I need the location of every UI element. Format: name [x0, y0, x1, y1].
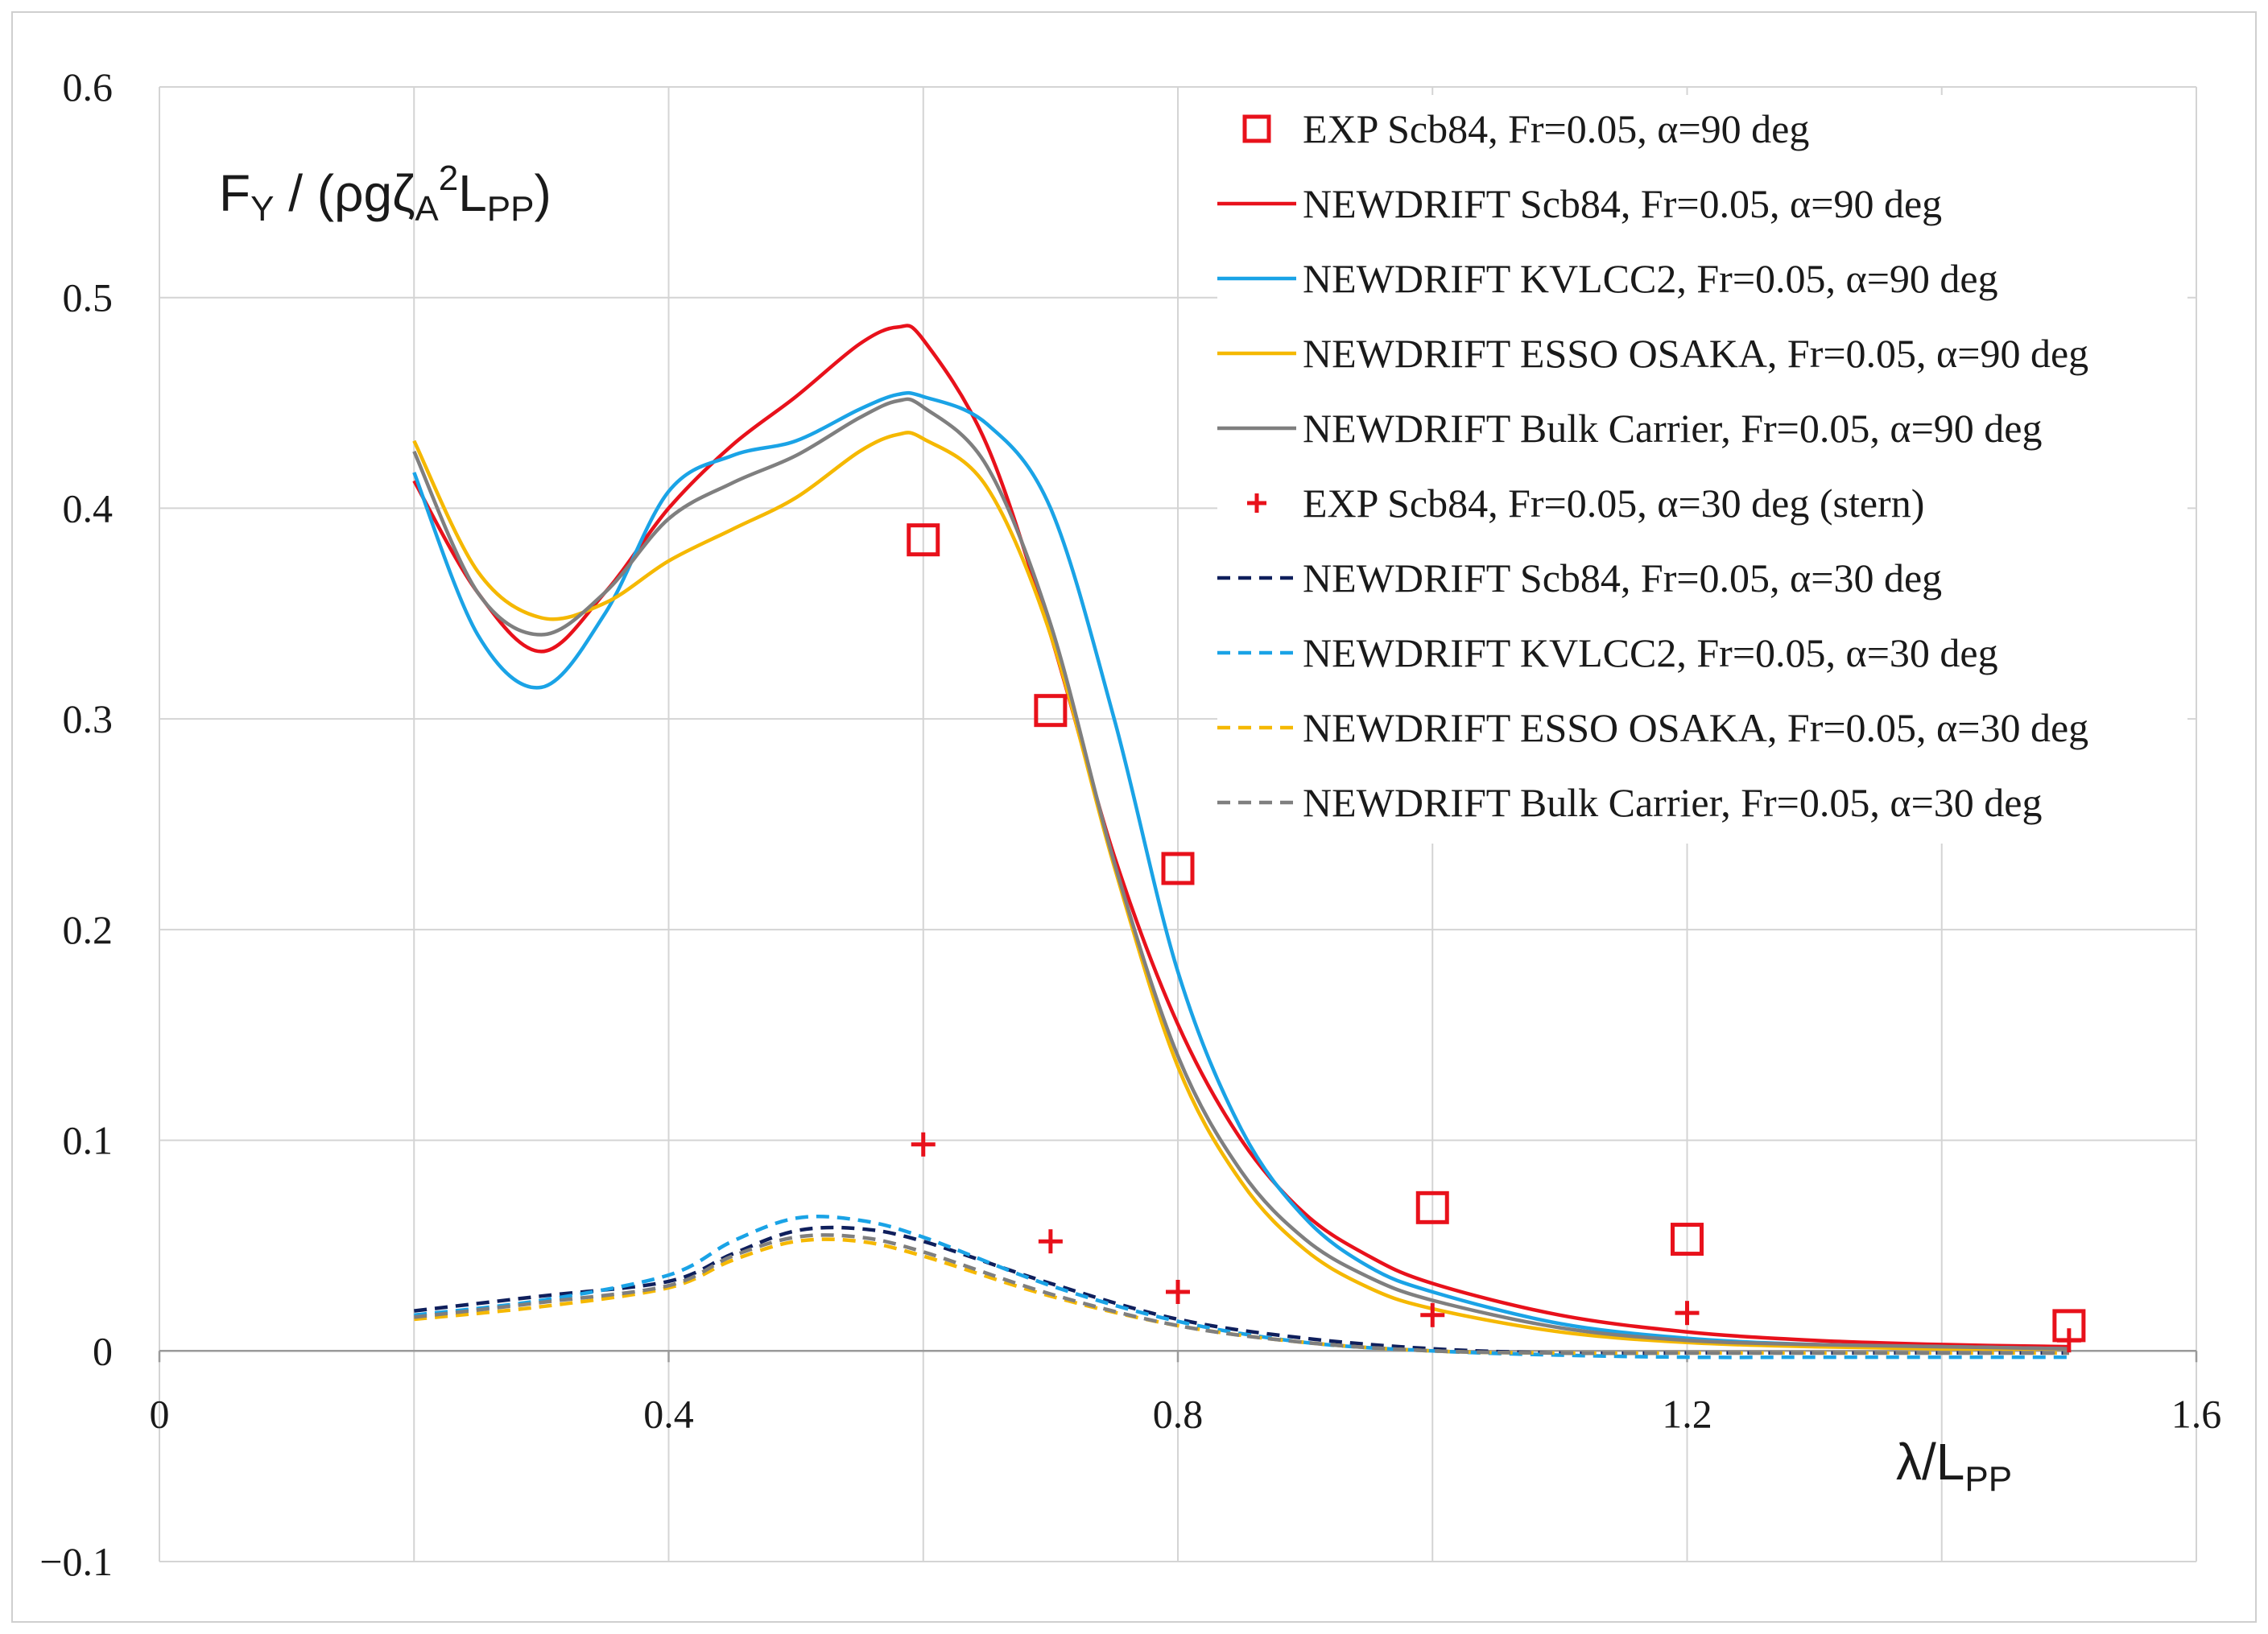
y-tick-label: 0.5: [63, 275, 114, 320]
legend-label: EXP Scb84, Fr=0.05, α=90 deg: [1303, 106, 1809, 151]
legend-item: NEWDRIFT ESSO OSAKA, Fr=0.05, α=90 deg: [1217, 331, 2088, 376]
legend-label: NEWDRIFT ESSO OSAKA, Fr=0.05, α=90 deg: [1303, 331, 2088, 376]
data-point-square: [1415, 1190, 1449, 1224]
data-point-plus: [1166, 1280, 1190, 1305]
y-tick-label: 0.3: [63, 696, 114, 741]
x-tick-label: 0: [150, 1391, 170, 1436]
legend-label: NEWDRIFT Scb84, Fr=0.05, α=30 deg: [1303, 555, 1942, 600]
legend-label: NEWDRIFT KVLCC2, Fr=0.05, α=90 deg: [1303, 256, 1998, 301]
data-point-plus: [911, 1132, 936, 1157]
series-line-dashed-1: [414, 1215, 2069, 1360]
data-point-square: [907, 523, 940, 557]
legend-item: NEWDRIFT Bulk Carrier, Fr=0.05, α=30 deg: [1217, 780, 2042, 825]
data-point-plus: [1420, 1302, 1445, 1327]
data-point-square: [1671, 1223, 1704, 1256]
x-axis-title: λ/LPP: [1896, 1433, 2012, 1499]
data-point-square: [1161, 852, 1195, 885]
x-tick-label: 1.2: [1662, 1391, 1712, 1436]
data-point-plus: [1675, 1301, 1700, 1326]
legend-label: NEWDRIFT Scb84, Fr=0.05, α=90 deg: [1303, 181, 1942, 226]
legend-item: NEWDRIFT KVLCC2, Fr=0.05, α=30 deg: [1217, 630, 1998, 675]
series-line-solid-1: [412, 390, 2069, 1351]
y-tick-label: 0: [93, 1328, 113, 1373]
legend-label: NEWDRIFT Bulk Carrier, Fr=0.05, α=30 deg: [1303, 780, 2042, 825]
legend-item: NEWDRIFT KVLCC2, Fr=0.05, α=90 deg: [1217, 256, 1998, 301]
legend-label: NEWDRIFT KVLCC2, Fr=0.05, α=30 deg: [1303, 630, 1998, 675]
series-layer: [412, 324, 2086, 1360]
legend: EXP Scb84, Fr=0.05, α=90 deg NEWDRIFT Scb…: [1217, 95, 2187, 844]
legend-item: NEWDRIFT Scb84, Fr=0.05, α=90 deg: [1217, 181, 1942, 226]
legend-label: NEWDRIFT ESSO OSAKA, Fr=0.05, α=30 deg: [1303, 705, 2088, 750]
y-tick-label: −0.1: [39, 1539, 113, 1584]
legend-item: EXP Scb84, Fr=0.05, α=30 deg (stern): [1247, 481, 1924, 526]
x-tick-labels: 0 0.4 0.8 1.2 1.6: [150, 1391, 2222, 1436]
legend-label: NEWDRIFT Bulk Carrier, Fr=0.05, α=90 deg: [1303, 406, 2042, 451]
legend-item: NEWDRIFT ESSO OSAKA, Fr=0.05, α=30 deg: [1217, 705, 2088, 750]
legend-item: NEWDRIFT Scb84, Fr=0.05, α=30 deg: [1217, 555, 1942, 600]
y-tick-labels: 0.6 0.5 0.4 0.3 0.2 0.1 0 −0.1: [39, 64, 113, 1584]
data-point-plus: [1038, 1229, 1063, 1254]
y-tick-label: 0.6: [63, 64, 114, 109]
data-point-square: [1034, 694, 1068, 728]
legend-background: [1217, 95, 2187, 844]
x-tick-label: 1.6: [2171, 1391, 2222, 1436]
data-point-plus: [2056, 1328, 2081, 1353]
y-tick-label: 0.1: [63, 1118, 114, 1163]
series-line-dashed-3: [414, 1233, 2069, 1355]
legend-item: NEWDRIFT Bulk Carrier, Fr=0.05, α=90 deg: [1217, 406, 2042, 451]
x-tick-label: 0.8: [1153, 1391, 1204, 1436]
legend-item: EXP Scb84, Fr=0.05, α=90 deg: [1242, 106, 1809, 151]
y-tick-label: 0.4: [63, 485, 114, 530]
legend-label: EXP Scb84, Fr=0.05, α=30 deg (stern): [1303, 481, 1924, 526]
y-axis-title: FY / (ρgζA2LPP): [219, 159, 552, 229]
series-line-dashed-2: [414, 1237, 2069, 1355]
legend-square-marker: [1242, 114, 1271, 143]
x-tick-label: 0.4: [643, 1391, 694, 1436]
y-tick-label: 0.2: [63, 907, 114, 952]
series-line-solid-3: [412, 397, 2069, 1351]
